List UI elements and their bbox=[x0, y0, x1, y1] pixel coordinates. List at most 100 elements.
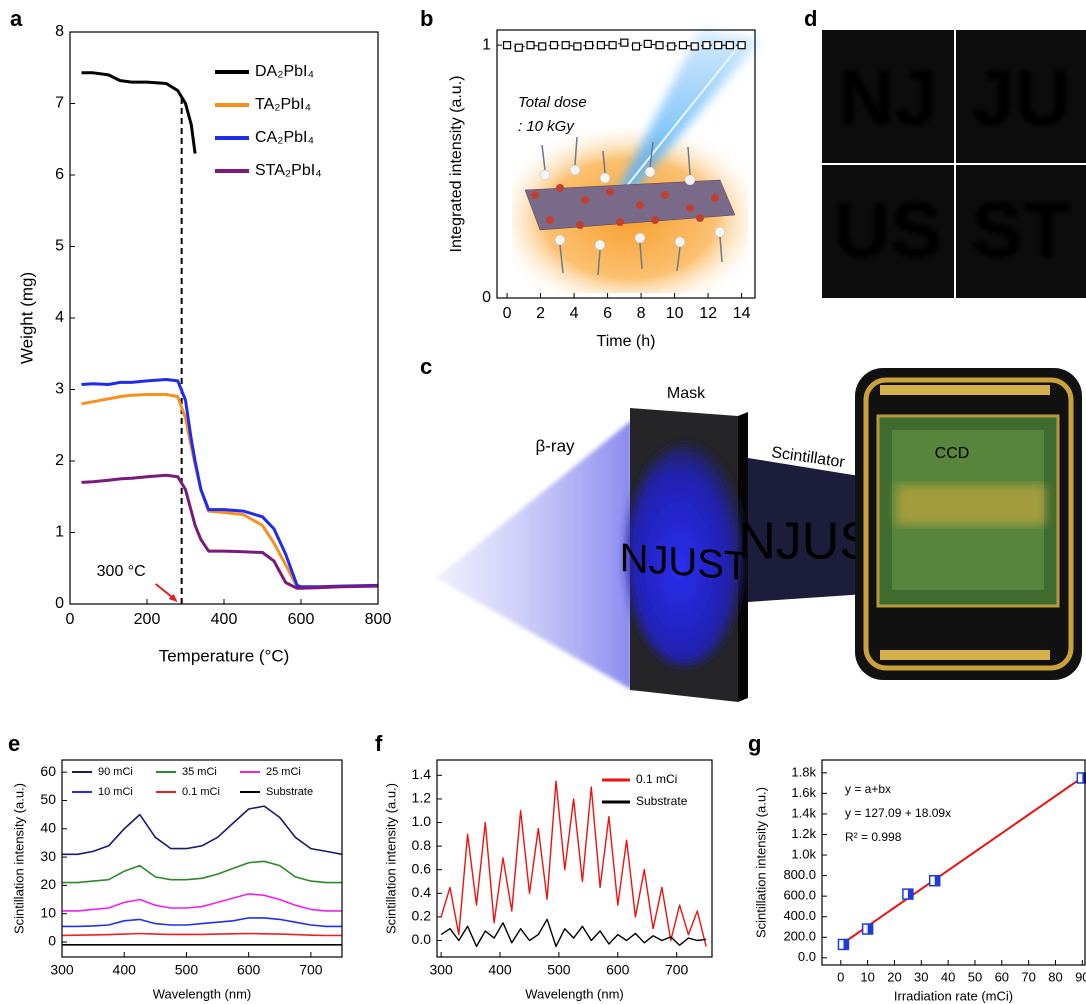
marker bbox=[644, 40, 651, 47]
marker bbox=[656, 42, 663, 49]
y-tick-label: 4 bbox=[55, 309, 64, 326]
x-axis-label: Wavelength (nm) bbox=[153, 986, 252, 1001]
plot-frame bbox=[70, 32, 378, 604]
x-tick-label: 400 bbox=[113, 962, 137, 978]
marker bbox=[715, 42, 722, 49]
x-tick-label: 50 bbox=[968, 969, 982, 984]
legend-label: DA₂PbI₄ bbox=[255, 63, 314, 80]
y-axis-label: Integrated intensity (a.u.) bbox=[448, 76, 465, 253]
y-tick-label: 0 bbox=[48, 933, 56, 949]
legend-label: 10 mCi bbox=[98, 786, 133, 798]
x-axis-label: Wavelength (nm) bbox=[525, 986, 624, 1001]
y-tick-label: 3 bbox=[55, 381, 64, 398]
series-line bbox=[62, 861, 342, 882]
x-axis-label: Temperature (°C) bbox=[159, 646, 290, 665]
mask-pattern: NJUST bbox=[620, 536, 749, 589]
annotation: Total dose bbox=[518, 94, 587, 111]
legend-label: CA₂PbI₄ bbox=[255, 129, 314, 146]
series-line bbox=[62, 806, 342, 854]
y-tick-label: 20 bbox=[40, 876, 56, 892]
marker bbox=[609, 42, 616, 49]
marker bbox=[562, 42, 569, 49]
legend-label: 0.1 mCi bbox=[636, 772, 677, 786]
mask-label: Mask bbox=[667, 385, 706, 402]
x-tick-label: 0 bbox=[837, 969, 844, 984]
inset-illustration bbox=[512, 30, 760, 293]
y-tick-label: 400.0 bbox=[783, 908, 816, 923]
image-letters: JU bbox=[971, 54, 1071, 142]
marker bbox=[843, 939, 848, 949]
y-tick-label: 1.8k bbox=[791, 764, 816, 779]
x-tick-label: 70 bbox=[1021, 969, 1035, 984]
x-tick-label: 40 bbox=[941, 969, 955, 984]
annotation: 300 °C bbox=[97, 563, 146, 580]
marker bbox=[703, 42, 710, 49]
image-letters: ST bbox=[971, 186, 1071, 274]
marker bbox=[515, 44, 522, 51]
x-tick-label: 600 bbox=[288, 611, 315, 628]
series-line bbox=[82, 73, 196, 154]
x-tick-label: 30 bbox=[914, 969, 928, 984]
x-tick-label: 8 bbox=[637, 305, 646, 322]
marker bbox=[527, 42, 534, 49]
marker bbox=[550, 42, 557, 49]
panel-label: a bbox=[10, 6, 23, 31]
y-axis-label: Scintillation intensity (a.u.) bbox=[753, 787, 768, 938]
x-tick-label: 800 bbox=[365, 611, 392, 628]
marker bbox=[504, 42, 511, 49]
marker bbox=[691, 43, 698, 50]
panel-label: c bbox=[420, 354, 432, 379]
marker bbox=[539, 43, 546, 50]
y-tick-label: 40 bbox=[40, 819, 56, 835]
panel-label: e bbox=[8, 731, 20, 756]
x-tick-label: 0 bbox=[66, 611, 75, 628]
image-letters: US bbox=[834, 186, 942, 274]
x-tick-label: 500 bbox=[547, 962, 571, 978]
x-tick-label: 2 bbox=[536, 305, 545, 322]
x-tick-label: 600 bbox=[237, 962, 261, 978]
x-tick-label: 600 bbox=[606, 962, 630, 978]
y-tick-label: 600.0 bbox=[783, 888, 816, 903]
x-tick-label: 10 bbox=[666, 305, 684, 322]
legend-label: STA₂PbI₄ bbox=[255, 162, 322, 179]
panel-label: f bbox=[375, 731, 383, 756]
series-line bbox=[62, 894, 342, 911]
y-tick-label: 200.0 bbox=[783, 929, 816, 944]
marker bbox=[597, 42, 604, 49]
legend-label: 90 mCi bbox=[98, 766, 133, 778]
marker bbox=[633, 43, 640, 50]
y-tick-label: 1.0 bbox=[412, 813, 432, 829]
legend-label: Substrate bbox=[266, 786, 313, 798]
annotation: y = a+bx bbox=[845, 782, 891, 796]
series-line bbox=[82, 380, 379, 587]
marker bbox=[621, 39, 628, 46]
x-tick-label: 300 bbox=[429, 962, 453, 978]
y-tick-label: 10 bbox=[40, 904, 56, 920]
x-tick-label: 12 bbox=[699, 305, 717, 322]
y-axis-label: Scintillation intensity (a.u.) bbox=[11, 783, 26, 934]
marker bbox=[679, 42, 686, 49]
x-tick-label: 300 bbox=[50, 962, 74, 978]
x-tick-label: 20 bbox=[887, 969, 901, 984]
series-line bbox=[62, 934, 342, 936]
y-tick-label: 800.0 bbox=[783, 867, 816, 882]
legend-label: 0.1 mCi bbox=[182, 786, 220, 798]
y-tick-label: 1.4k bbox=[791, 805, 816, 820]
y-tick-label: 1 bbox=[55, 524, 64, 541]
series-line bbox=[62, 918, 342, 927]
legend-label: Substrate bbox=[636, 794, 688, 808]
y-tick-label: 0.4 bbox=[412, 884, 432, 900]
y-tick-label: 0 bbox=[482, 289, 491, 306]
marker bbox=[574, 43, 581, 50]
legend-label: 35 mCi bbox=[182, 766, 217, 778]
marker bbox=[586, 42, 593, 49]
x-tick-label: 6 bbox=[603, 305, 612, 322]
beam-label: β-ray bbox=[535, 436, 575, 455]
marker bbox=[726, 42, 733, 49]
x-axis-label: Time (h) bbox=[597, 333, 656, 350]
y-tick-label: 1.4 bbox=[412, 766, 432, 782]
y-tick-label: 1.2 bbox=[412, 790, 432, 806]
fit-line bbox=[841, 777, 1083, 944]
y-axis-label: Scintillation intensity (a.u.) bbox=[383, 783, 398, 934]
y-tick-label: 5 bbox=[55, 238, 64, 255]
